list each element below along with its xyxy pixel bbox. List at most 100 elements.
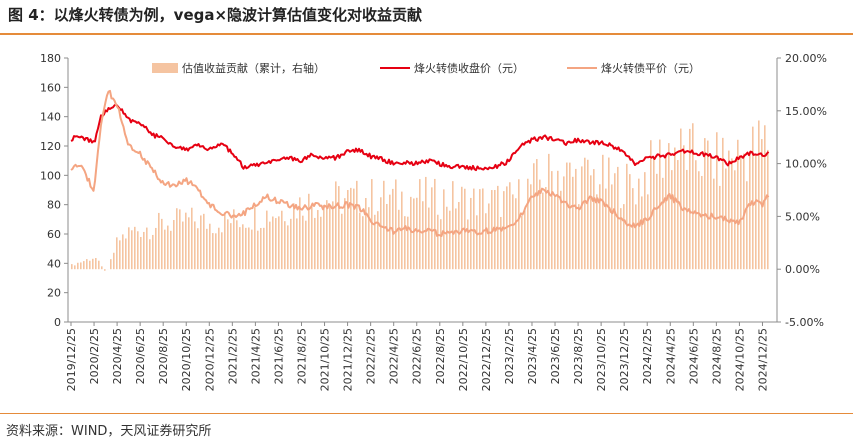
bar — [428, 207, 430, 270]
bar — [347, 190, 349, 270]
bar — [650, 140, 652, 270]
bar — [740, 155, 742, 270]
right-tick-label: 5.00% — [785, 210, 820, 223]
bar — [719, 185, 721, 270]
bar — [485, 213, 487, 270]
bar — [131, 230, 133, 270]
bar — [422, 201, 424, 270]
legend-label: 烽火转债收盘价（元） — [414, 61, 524, 75]
bar — [764, 125, 766, 270]
bar — [188, 217, 190, 270]
bar — [92, 258, 94, 270]
bar — [584, 157, 586, 270]
bar — [569, 162, 571, 270]
bar — [197, 228, 199, 270]
bar — [233, 209, 235, 270]
x-tick-label: 2020/8/25 — [157, 328, 170, 384]
bar — [626, 163, 628, 270]
bar — [176, 208, 178, 270]
bar — [614, 173, 616, 270]
x-tick-label: 2021/6/25 — [272, 328, 285, 384]
bar — [665, 154, 667, 270]
bar — [407, 216, 409, 270]
legend-layer: 估值收益贡献（累计，右轴） 烽火转债收盘价（元） 烽火转债平价（元） — [152, 61, 700, 75]
bar — [518, 179, 520, 270]
bar — [473, 188, 475, 270]
right-tick-label: 10.00% — [785, 158, 827, 171]
bar — [269, 221, 271, 270]
bar — [272, 216, 274, 270]
bar — [251, 229, 253, 270]
bar — [167, 225, 169, 270]
bar — [83, 261, 85, 270]
bar — [653, 157, 655, 270]
bar — [149, 239, 151, 270]
bars-layer — [71, 120, 769, 271]
bar — [758, 120, 760, 270]
bar — [554, 195, 556, 270]
right-tick-label: 0.00% — [785, 263, 820, 276]
x-tick-label: 2024/8/25 — [710, 328, 723, 384]
x-tick-label: 2020/12/25 — [203, 328, 216, 391]
bar — [353, 188, 355, 270]
bar — [125, 238, 127, 270]
bar — [467, 219, 469, 270]
bar — [242, 224, 244, 270]
x-tick-label: 2020/6/25 — [134, 328, 147, 384]
bar — [212, 233, 214, 270]
bar — [323, 204, 325, 270]
bar — [281, 210, 283, 270]
bar — [227, 219, 229, 270]
bar — [398, 209, 400, 270]
bar — [389, 194, 391, 270]
bar — [476, 215, 478, 270]
bar — [299, 197, 301, 270]
bar — [767, 149, 769, 270]
bar — [260, 227, 262, 270]
bar — [434, 178, 436, 270]
legend-label: 估值收益贡献（累计，右轴） — [182, 61, 325, 75]
bar — [452, 181, 454, 270]
bar — [752, 126, 754, 270]
bar — [503, 191, 505, 270]
bar — [662, 177, 664, 270]
x-tick-label: 2023/2/25 — [503, 328, 516, 384]
left-tick-label: 160 — [40, 81, 61, 94]
x-tick-label: 2024/10/25 — [733, 328, 746, 391]
bar — [359, 212, 361, 270]
bar — [701, 175, 703, 270]
close-price-line — [70, 103, 770, 172]
bar — [404, 216, 406, 270]
right-tick-label: 20.00% — [785, 52, 827, 65]
bar — [293, 203, 295, 270]
x-tick-label: 2022/2/25 — [365, 328, 378, 384]
bar — [656, 173, 658, 270]
bar — [203, 213, 205, 270]
bar — [308, 193, 310, 270]
bar — [224, 212, 226, 270]
bar — [644, 172, 646, 270]
bar — [692, 123, 694, 270]
bar — [95, 258, 97, 270]
bar — [728, 150, 730, 270]
bar — [365, 198, 367, 270]
x-tick-label: 2021/4/25 — [249, 328, 262, 384]
left-tick-label: 180 — [40, 52, 61, 65]
combo-chart: 0 20 40 60 80 100 120 140 160 180 -5.00% 0.00% 5.00%… — [40, 52, 827, 391]
bar — [455, 208, 457, 270]
bar — [620, 208, 622, 270]
left-tick-label: 140 — [40, 111, 61, 124]
x-tick-label: 2024/12/25 — [756, 328, 769, 391]
bar — [563, 176, 565, 270]
bar — [374, 214, 376, 270]
bar — [602, 154, 604, 270]
bar — [521, 215, 523, 270]
bar — [641, 196, 643, 270]
bar — [542, 192, 544, 270]
bar — [716, 132, 718, 270]
bar — [296, 218, 298, 270]
x-tick-label: 2022/10/25 — [457, 328, 470, 391]
bar — [116, 237, 118, 270]
left-tick-label: 120 — [40, 140, 61, 153]
x-tick-label: 2024/6/25 — [687, 328, 700, 384]
